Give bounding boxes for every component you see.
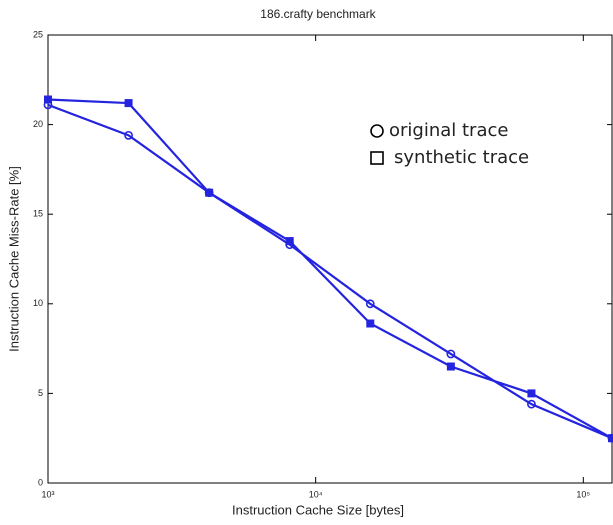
legend-marker bbox=[370, 151, 384, 165]
point bbox=[285, 237, 294, 246]
series-line bbox=[47, 103, 613, 440]
x-tick-label: 10⁴ bbox=[309, 489, 323, 499]
x-axis-label: Instruction Cache Size [bytes] bbox=[232, 502, 404, 517]
y-tick-label: 15 bbox=[33, 209, 43, 219]
y-axis-label: Instruction Cache Miss-Rate [%] bbox=[6, 166, 21, 352]
point bbox=[44, 95, 52, 104]
chart-title: 186.crafty benchmark bbox=[260, 7, 376, 21]
x-tick-label: 10⁵ bbox=[576, 489, 590, 499]
legend-label: synthetic trace bbox=[394, 147, 529, 168]
point bbox=[446, 349, 456, 359]
point bbox=[205, 188, 214, 197]
x-tick-label: 10³ bbox=[41, 489, 54, 499]
point bbox=[446, 362, 455, 371]
series-line bbox=[47, 98, 613, 440]
y-tick-label: 20 bbox=[33, 119, 43, 129]
point bbox=[124, 130, 133, 140]
legend-label: original trace bbox=[389, 120, 508, 141]
plot-frame bbox=[47, 34, 613, 484]
y-tick-label: 0 bbox=[38, 477, 43, 487]
point bbox=[527, 389, 536, 398]
point bbox=[366, 319, 375, 328]
y-tick-label: 5 bbox=[38, 388, 43, 398]
y-tick-label: 10 bbox=[33, 298, 43, 308]
point bbox=[527, 399, 536, 409]
point bbox=[124, 99, 133, 108]
y-tick-label: 25 bbox=[33, 29, 43, 39]
point bbox=[608, 434, 613, 443]
point bbox=[365, 299, 375, 309]
legend-marker bbox=[370, 124, 384, 138]
